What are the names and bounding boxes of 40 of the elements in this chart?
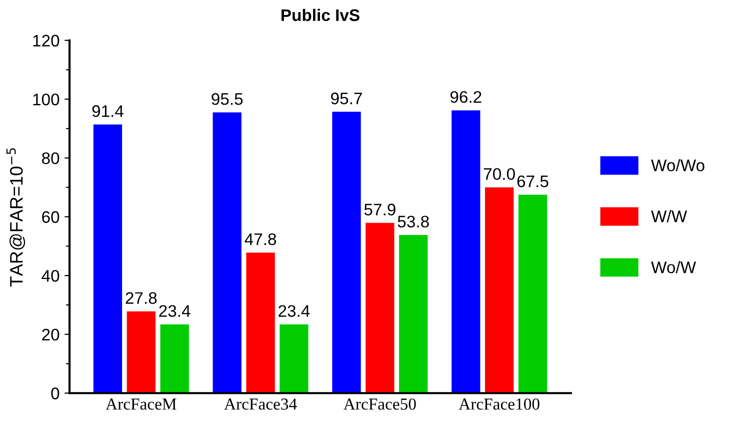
y-tick-label: 60: [42, 211, 60, 223]
legend-label: W/W: [651, 210, 688, 222]
bar: [452, 110, 480, 394]
data-label: 47.8: [244, 233, 276, 246]
bar: [332, 112, 361, 394]
y-tick-label: 120: [33, 34, 60, 47]
data-label: 95.5: [212, 93, 243, 105]
data-label: 96.2: [450, 91, 482, 103]
bar: [366, 222, 394, 394]
data-label: 23.4: [159, 305, 190, 317]
data-label: 91.4: [92, 105, 124, 117]
bar: [212, 112, 242, 394]
data-label: 53.8: [398, 216, 429, 228]
legend-label: Wo/Wo: [651, 159, 704, 172]
y-axis-title: TAR@FAR=10$^{−5}$: [6, 148, 26, 287]
bar: [280, 324, 308, 394]
data-label: 67.5: [517, 175, 548, 188]
bar: [160, 324, 189, 394]
data-label: 27.8: [126, 292, 157, 304]
y-tick-label: 20: [42, 328, 60, 341]
y-tick-label: 80: [42, 152, 60, 164]
data-label: 23.4: [278, 305, 310, 317]
data-label: 95.7: [331, 92, 362, 104]
bar: [246, 252, 275, 394]
legend-label: Wo/W: [651, 260, 696, 274]
x-tick-label: ArcFace100: [458, 398, 540, 410]
bar: [126, 311, 156, 394]
bar: [399, 234, 428, 394]
bar: [93, 124, 122, 394]
chart-title: Public IvS: [282, 8, 360, 22]
data-label: 70.0: [484, 168, 515, 180]
bar: [518, 194, 548, 394]
y-tick-label: 100: [33, 94, 60, 106]
bar: [485, 187, 514, 394]
x-tick-label: ArcFace50: [344, 398, 416, 410]
x-tick-label: ArcFace34: [224, 398, 297, 410]
data-label: 57.9: [364, 204, 396, 216]
y-tick-label: 40: [42, 270, 60, 282]
y-tick-label: 0: [51, 388, 60, 400]
x-tick-label: ArcFaceM: [106, 398, 176, 410]
